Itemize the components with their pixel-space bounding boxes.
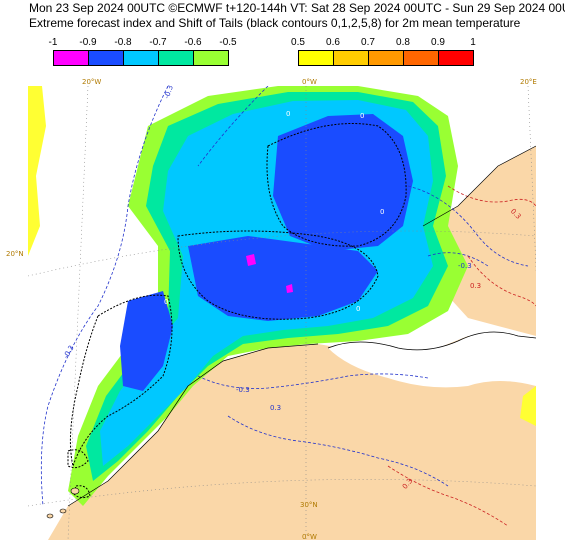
lon-label-20w: 20°W <box>82 78 102 86</box>
contour-label: 0 <box>380 208 385 216</box>
contour-label: -0.3 <box>458 262 472 270</box>
lon-label-20e: 20°E <box>520 78 537 86</box>
colorbar-label: 0.8 <box>396 37 410 48</box>
colorbar-swatch <box>403 50 439 66</box>
red-contours <box>387 185 536 527</box>
contour-label: -0.3 <box>236 386 250 394</box>
shading-blue-west <box>120 291 173 391</box>
lon-label-0-bottom: 0°W <box>302 533 317 541</box>
contour-label: 0 <box>164 298 169 306</box>
colorbar-label: -0.5 <box>219 37 237 48</box>
lat-label-30n: 30°N <box>300 501 318 509</box>
shading-blue-central <box>188 236 378 321</box>
colorbar-label: -0.8 <box>114 37 132 48</box>
colorbar-swatch <box>298 50 334 66</box>
contour-label: 0.3 <box>270 404 282 412</box>
colorbar-swatch <box>333 50 369 66</box>
colorbar-label: 0.5 <box>291 37 305 48</box>
colorbar-label: 0.9 <box>431 37 445 48</box>
blue-contours <box>40 86 529 507</box>
colorbar-label: 0.7 <box>361 37 375 48</box>
land-africa <box>48 336 536 540</box>
contour-label: 0.3 <box>470 282 482 290</box>
lon-label-0-top: 0°W <box>302 78 317 86</box>
lat-label-20n: 20°N <box>6 250 24 258</box>
shading-yellow-west <box>28 86 46 256</box>
shading-magenta <box>246 254 256 266</box>
contour-label: 0 <box>356 305 361 313</box>
colorbar-label: 0.6 <box>326 37 340 48</box>
contour-label: 0 <box>360 112 365 120</box>
islands <box>46 487 80 519</box>
sot-contours <box>67 123 407 499</box>
colorbar-label: -0.6 <box>184 37 202 48</box>
title-line-2: Extreme forecast index and Shift of Tail… <box>29 16 521 30</box>
title-line-1: Mon 23 Sep 2024 00UTC ©ECMWF t+120-144h … <box>29 1 565 15</box>
forecast-map <box>28 86 536 540</box>
colorbar-swatch <box>368 50 404 66</box>
land-mediterranean-sea <box>328 332 536 388</box>
contour-label: 0 <box>286 110 291 118</box>
shading-magenta <box>286 284 293 293</box>
coastlines <box>67 145 536 507</box>
colorbar-swatch <box>438 50 474 66</box>
colorbar-label: -0.7 <box>149 37 167 48</box>
colorbar-label: 1 <box>470 37 476 48</box>
colorbar-swatch <box>123 50 159 66</box>
colorbar-label: -1 <box>48 37 58 48</box>
colorbar-swatch <box>53 50 89 66</box>
colorbar-swatch <box>158 50 194 66</box>
colorbar-swatch <box>193 50 229 66</box>
colorbar-label: -0.9 <box>79 37 97 48</box>
shading-yellow-east <box>520 386 536 426</box>
shading-blue-north <box>273 114 413 251</box>
colorbar-swatch <box>88 50 124 66</box>
